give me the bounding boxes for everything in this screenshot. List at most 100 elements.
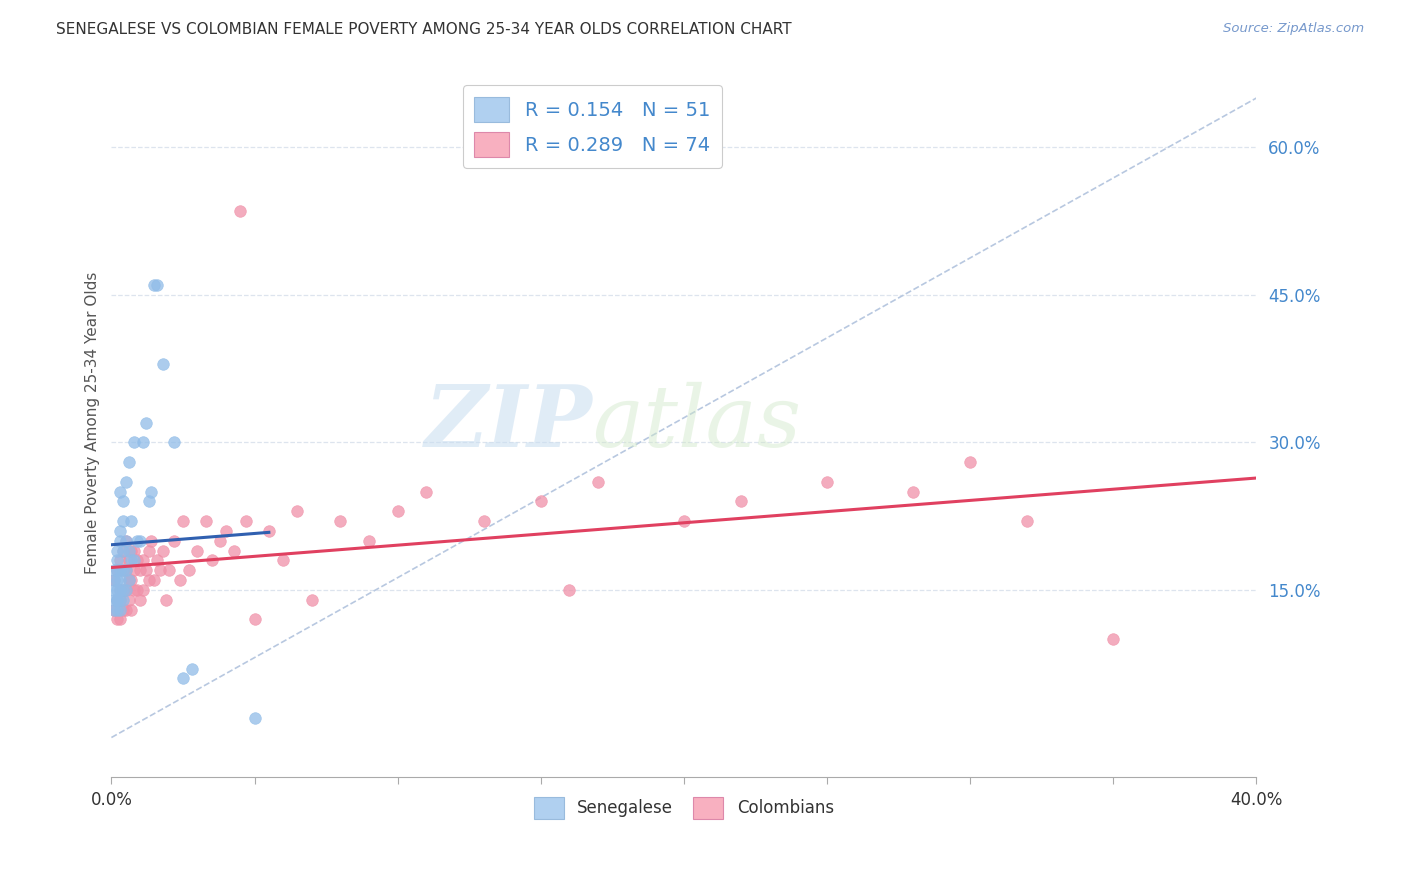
Point [730, 494, 752, 508]
Point [108, 592, 131, 607]
Point [108, 602, 131, 616]
Point [120, 602, 142, 616]
Point [243, 612, 266, 626]
Point [132, 553, 155, 567]
Point [117, 543, 139, 558]
Point [105, 543, 128, 558]
Point [132, 582, 155, 597]
Point [108, 582, 131, 597]
Point [209, 533, 232, 548]
Point [138, 494, 160, 508]
Point [132, 435, 155, 450]
Point [200, 553, 222, 567]
Point [111, 563, 134, 577]
Legend: Senegalese, Colombians: Senegalese, Colombians [527, 790, 841, 825]
Point [120, 543, 142, 558]
Point [129, 533, 152, 548]
Point [143, 573, 166, 587]
Point [111, 494, 134, 508]
Point [149, 563, 172, 577]
Point [120, 573, 142, 587]
Point [129, 563, 152, 577]
Text: Source: ZipAtlas.com: Source: ZipAtlas.com [1223, 22, 1364, 36]
Point [111, 514, 134, 528]
Point [177, 563, 200, 577]
Point [114, 602, 136, 616]
Point [135, 563, 157, 577]
Point [172, 514, 194, 528]
Point [105, 592, 128, 607]
Point [117, 553, 139, 567]
Point [157, 563, 180, 577]
Point [108, 553, 131, 567]
Point [163, 533, 186, 548]
Point [257, 524, 280, 538]
Point [172, 672, 194, 686]
Point [105, 592, 128, 607]
Point [114, 533, 136, 548]
Point [163, 435, 186, 450]
Point [169, 573, 191, 587]
Point [111, 582, 134, 597]
Point [815, 475, 838, 489]
Point [229, 204, 252, 219]
Point [114, 475, 136, 489]
Point [215, 524, 238, 538]
Point [271, 553, 294, 567]
Y-axis label: Female Poverty Among 25-34 Year Olds: Female Poverty Among 25-34 Year Olds [86, 271, 100, 574]
Point [108, 573, 131, 587]
Point [124, 582, 146, 597]
Point [103, 592, 125, 607]
Point [1102, 632, 1125, 647]
Point [152, 543, 174, 558]
Point [111, 543, 134, 558]
Point [108, 592, 131, 607]
Point [114, 563, 136, 577]
Point [117, 592, 139, 607]
Point [1017, 514, 1039, 528]
Point [105, 602, 128, 616]
Point [124, 543, 146, 558]
Point [108, 533, 131, 548]
Point [472, 514, 495, 528]
Point [105, 612, 128, 626]
Point [959, 455, 981, 469]
Point [287, 504, 309, 518]
Point [108, 582, 131, 597]
Point [141, 533, 163, 548]
Point [141, 484, 163, 499]
Point [124, 563, 146, 577]
Point [135, 416, 157, 430]
Point [672, 514, 695, 528]
Point [146, 553, 169, 567]
Point [138, 573, 160, 587]
Point [105, 573, 128, 587]
Point [105, 582, 128, 597]
Point [357, 533, 380, 548]
Point [235, 514, 257, 528]
Point [108, 563, 131, 577]
Point [127, 553, 149, 567]
Point [127, 582, 149, 597]
Point [105, 563, 128, 577]
Point [124, 435, 146, 450]
Point [194, 514, 217, 528]
Point [224, 543, 246, 558]
Point [415, 484, 437, 499]
Point [103, 563, 125, 577]
Point [129, 592, 152, 607]
Point [114, 533, 136, 548]
Point [108, 484, 131, 499]
Point [329, 514, 352, 528]
Point [117, 573, 139, 587]
Point [530, 494, 553, 508]
Point [103, 602, 125, 616]
Point [111, 602, 134, 616]
Point [120, 514, 142, 528]
Point [108, 612, 131, 626]
Point [114, 563, 136, 577]
Point [586, 475, 609, 489]
Point [103, 582, 125, 597]
Point [186, 543, 208, 558]
Point [243, 711, 266, 725]
